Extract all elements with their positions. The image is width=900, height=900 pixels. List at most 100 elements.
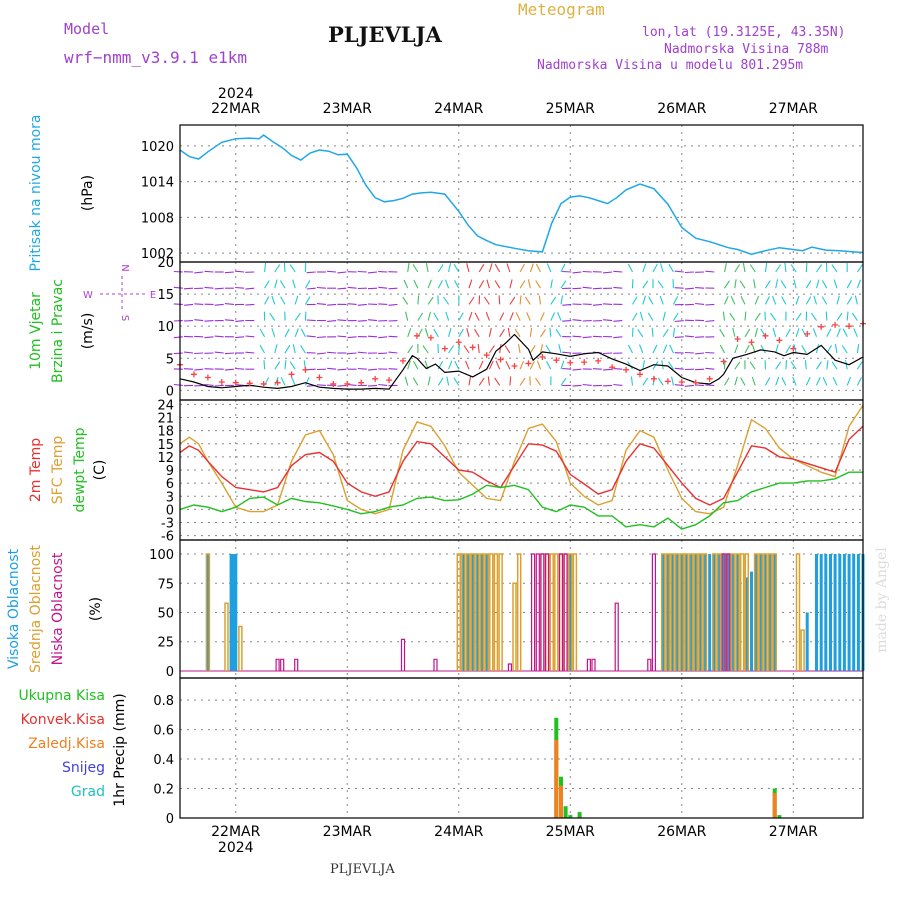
wind-arrow-297 — [560, 280, 567, 289]
wind-arrow-393 — [674, 287, 684, 289]
wind-arrow-484 — [795, 328, 800, 337]
wind-arrow-439 — [734, 376, 738, 386]
cloud-bar-0-16 — [684, 554, 688, 671]
xtick-bottom-3: 25MAR — [546, 824, 595, 840]
gust-marker-46 — [818, 323, 825, 330]
wind-arrow-88 — [289, 264, 296, 273]
cloud-bar-1-28 — [684, 553, 689, 671]
cloud-bar-0-5 — [466, 554, 470, 671]
compass-w: W — [83, 290, 93, 301]
wind-arrow-246 — [488, 360, 494, 370]
wind-arrow-404 — [684, 335, 694, 338]
wind-arrow-405 — [684, 351, 694, 354]
wind-arrow-132 — [337, 335, 347, 338]
cloud-bar-0-9 — [485, 554, 489, 671]
wind-arrow-339 — [603, 319, 613, 322]
wind-arrow-101 — [300, 345, 306, 354]
cloud-bar-0-19 — [698, 554, 702, 671]
label-wind-unit: (m/s) — [80, 313, 96, 350]
label-wind-2: Brzina i Pravac — [50, 279, 66, 383]
cloud-bar-0-20 — [703, 554, 707, 671]
cloud-bar-1-33 — [712, 553, 717, 671]
wind-arrow-58 — [245, 303, 255, 306]
wind-arrow-276 — [529, 327, 533, 337]
wind-arrow-185 — [413, 279, 419, 289]
wind-arrow-456 — [764, 263, 768, 273]
wind-arrow-524 — [842, 328, 848, 338]
wind-arrow-496 — [816, 264, 823, 273]
cloud-bar-1-8 — [479, 553, 485, 671]
gust-marker-44 — [790, 345, 797, 352]
wind-arrow-489 — [805, 280, 812, 289]
wind-arrow-54 — [235, 367, 245, 370]
wind-arrow-253 — [499, 344, 502, 354]
gust-marker-6 — [260, 380, 267, 387]
wind-arrow-251 — [499, 312, 505, 321]
wind-arrow-19 — [194, 319, 204, 322]
gust-marker-15 — [386, 377, 393, 384]
wind-arrow-535 — [856, 377, 862, 386]
wind-arrow-288 — [546, 263, 552, 273]
gust-marker-42 — [762, 332, 769, 339]
gust-marker-43 — [776, 337, 783, 344]
wind-arrow-398 — [674, 367, 684, 370]
cloud-bar-1-26 — [674, 553, 680, 671]
wind-arrow-303 — [560, 377, 567, 386]
cloud-bar-0-3 — [234, 554, 238, 671]
wind-arrow-9 — [183, 287, 194, 290]
wind-arrow-172 — [388, 335, 398, 338]
cloud-bar-0-41 — [838, 554, 842, 671]
wind-arrow-487 — [792, 376, 797, 386]
wind-arrow-125 — [327, 351, 337, 354]
ytick-cloud-2: 50 — [157, 607, 174, 622]
wind-arrow-195 — [427, 311, 432, 321]
cloud-bar-1-5 — [465, 553, 471, 671]
precip-legend-3: Snijeg — [62, 760, 105, 776]
gust-marker-41 — [748, 339, 755, 346]
wind-arrow-533 — [856, 344, 860, 354]
wind-arrow-370 — [648, 296, 654, 305]
ytick-wind-4: 20 — [157, 256, 174, 271]
wind-arrow-486 — [790, 361, 797, 370]
wind-arrow-103 — [304, 376, 310, 386]
wind-arrow-389 — [669, 344, 674, 354]
coords-label: lon,lat (19.3125E, 43.35N) — [642, 25, 846, 40]
cloud-bar-1-12 — [498, 553, 503, 671]
panel-frame-precip — [179, 677, 864, 819]
wind-arrow-13 — [184, 351, 194, 354]
wind-arrow-52 — [235, 336, 245, 339]
gust-marker-38 — [706, 375, 713, 382]
wind-arrow-327 — [582, 383, 592, 386]
wind-arrow-528 — [856, 264, 863, 273]
wind-arrow-203 — [433, 312, 439, 321]
wind-arrow-366 — [642, 360, 646, 370]
wind-arrow-324 — [582, 336, 592, 339]
cloud-bar-2-5 — [507, 663, 512, 671]
wind-arrow-431 — [724, 377, 730, 386]
cloud-bar-1-13 — [512, 582, 517, 671]
xtick-bottom-5: 27MAR — [769, 824, 818, 840]
wind-arrow-299 — [557, 312, 562, 321]
wind-arrow-505 — [821, 280, 828, 289]
wind-arrow-510 — [826, 360, 829, 370]
wind-arrow-235 — [474, 312, 480, 321]
cloud-bar-0-36 — [815, 554, 818, 671]
ytick-temperature-10: 24 — [157, 398, 174, 413]
wind-arrow-201 — [437, 279, 443, 289]
wind-arrow-452 — [754, 327, 759, 337]
product-title: Meteogram — [518, 0, 605, 19]
wind-arrow-108 — [306, 335, 316, 338]
wind-arrow-419 — [705, 320, 715, 323]
xtick-bottom-2: 24MAR — [434, 824, 483, 840]
wind-arrow-466 — [771, 295, 777, 305]
wind-arrow-465 — [775, 279, 779, 289]
cloud-bar-0-2 — [231, 554, 235, 671]
wind-arrow-210 — [443, 296, 450, 305]
gust-marker-27 — [553, 357, 560, 364]
cloud-bar-2-2 — [294, 658, 299, 671]
wind-arrow-517 — [834, 344, 838, 354]
wind-arrow-159 — [367, 384, 378, 387]
precip-legend-1: Konvek.Kisa — [21, 712, 105, 728]
wind-arrow-355 — [632, 312, 638, 321]
wind-arrow-181 — [407, 345, 414, 354]
